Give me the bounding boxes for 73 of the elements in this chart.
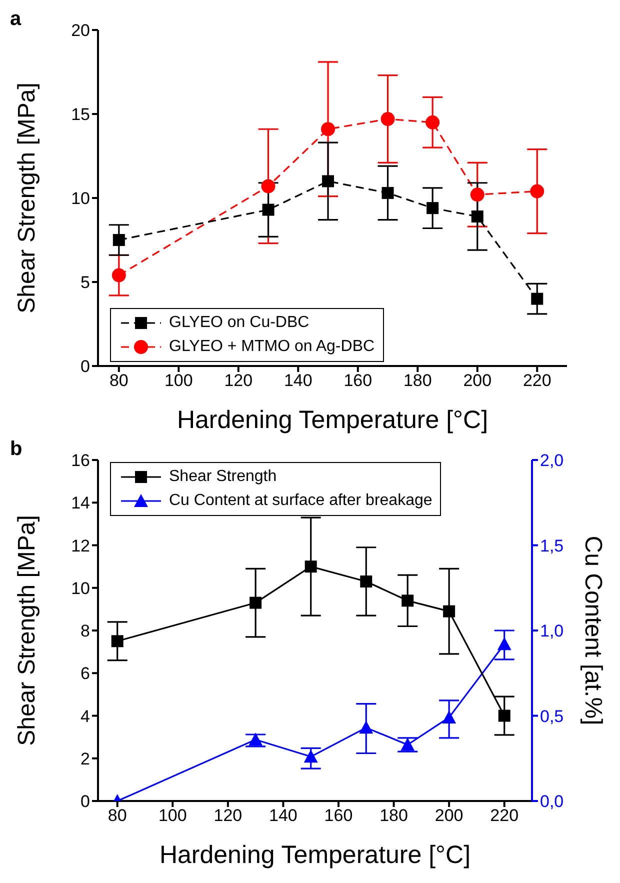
y-tick-label: 2 — [80, 749, 90, 768]
y2-tick-label: 1,5 — [540, 536, 564, 556]
point — [471, 210, 484, 222]
legend-label: Shear Strength — [169, 468, 277, 486]
y-tick-label: 14 — [71, 494, 90, 513]
y-tick-label: 16 — [71, 451, 90, 470]
chart-title: a — [10, 8, 22, 31]
y-tick-label: 12 — [71, 536, 90, 556]
y-tick-label: 8 — [80, 622, 90, 641]
point — [250, 596, 262, 609]
x-tick-label: 160 — [344, 371, 372, 390]
x-tick-label: 180 — [403, 371, 432, 390]
y-axis-title: Shear Strength [MPa] — [14, 515, 41, 746]
point — [360, 575, 372, 588]
point — [470, 188, 484, 202]
point — [530, 184, 544, 198]
x-tick-label: 120 — [224, 371, 253, 390]
y2-tick-label: 0,5 — [540, 706, 564, 726]
point — [304, 750, 318, 763]
point — [426, 115, 440, 130]
y2-tick-label: 2,0 — [540, 451, 564, 470]
legend-label: GLYEO + MTMO on Ag-DBC — [169, 338, 375, 356]
chart-title: b — [10, 438, 22, 461]
point — [400, 738, 415, 751]
y-tick-label: 4 — [80, 706, 90, 726]
x-tick-label: 180 — [380, 806, 408, 826]
point — [304, 560, 317, 573]
point — [380, 112, 395, 126]
point — [322, 175, 334, 188]
x-tick-label: 140 — [269, 806, 298, 826]
point — [261, 179, 276, 194]
point — [442, 710, 456, 724]
point — [498, 710, 510, 722]
x-tick-label: 220 — [522, 371, 552, 390]
y-tick-label: 6 — [80, 664, 90, 684]
y-tick-label: 0 — [80, 357, 90, 376]
point — [112, 268, 126, 282]
x-tick-label: 80 — [108, 806, 127, 826]
x-tick-label: 140 — [284, 371, 312, 390]
x-tick-label: 100 — [164, 371, 193, 390]
y-tick-label: 10 — [71, 578, 90, 598]
y2-axis-title: Cu Content [at.%] — [579, 536, 606, 726]
point — [112, 234, 125, 246]
point — [426, 202, 439, 214]
point — [321, 122, 336, 136]
y-tick-label: 20 — [71, 21, 90, 40]
x-axis-title: Hardening Temperature [°C] — [176, 406, 488, 434]
point — [531, 292, 544, 305]
x-tick-label: 160 — [324, 806, 353, 826]
point — [248, 732, 263, 746]
legend-label: GLYEO on Cu-DBC — [169, 314, 310, 332]
y-tick-label: 5 — [80, 273, 90, 292]
y2-tick-label: 0,0 — [540, 792, 564, 812]
y-axis-title: Shear Strength [MPa] — [14, 82, 41, 314]
y-tick-label: 10 — [71, 189, 90, 208]
point — [443, 605, 456, 618]
point — [382, 186, 394, 199]
x-tick-label: 220 — [490, 806, 519, 826]
y2-tick-label: 1,0 — [540, 622, 564, 641]
point — [402, 594, 414, 607]
point — [262, 204, 274, 216]
legend-label: Cu Content at surface after breakage — [169, 492, 432, 510]
point — [359, 720, 374, 734]
y-tick-label: 0 — [80, 792, 90, 812]
x-tick-label: 100 — [158, 806, 187, 826]
y-tick-label: 15 — [71, 105, 90, 124]
point — [497, 637, 512, 650]
x-axis-title: Hardening Temperature [°C] — [159, 841, 471, 869]
x-tick-label: 200 — [434, 806, 464, 826]
x-tick-label: 80 — [109, 371, 128, 390]
x-tick-label: 120 — [214, 806, 242, 826]
x-tick-label: 200 — [463, 371, 492, 390]
point — [111, 635, 124, 648]
